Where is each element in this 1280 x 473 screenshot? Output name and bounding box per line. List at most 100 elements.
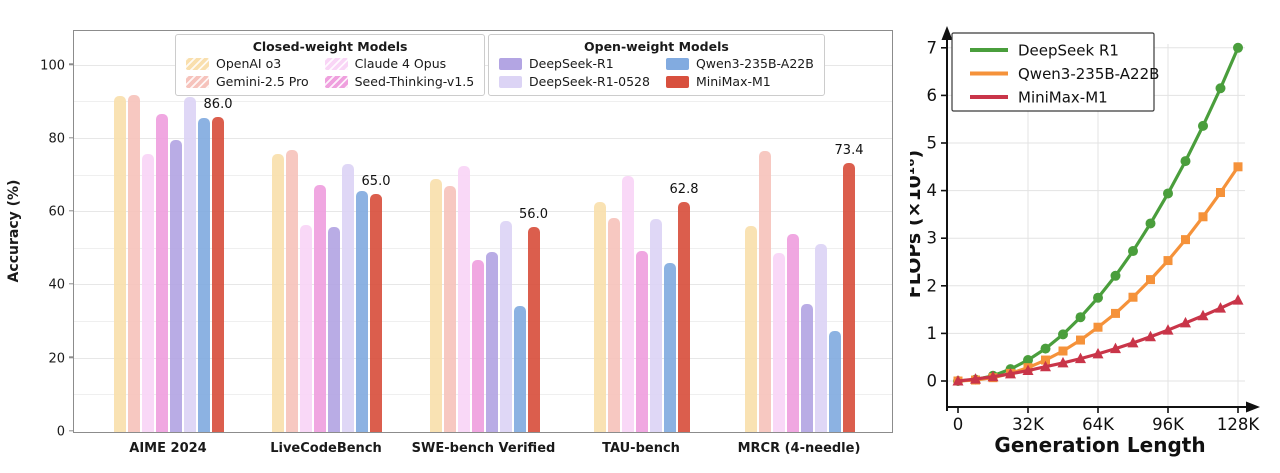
bar-deepseek-r1 xyxy=(801,303,813,432)
bar-group-livecodebench xyxy=(272,149,382,432)
bar-minimax-m1 xyxy=(678,201,690,432)
y-tick-label: 80 xyxy=(48,131,65,147)
bar-minimax-m1 xyxy=(212,116,224,432)
y-tick-mark xyxy=(69,63,74,65)
legend-entry-gemini-2-5-pro: Gemini-2.5 Pro xyxy=(186,74,309,89)
legend-entry-minimax-m1: MiniMax-M1 xyxy=(665,74,814,89)
y-tick-mark xyxy=(69,136,74,139)
bar-claude-4-opus xyxy=(300,224,312,432)
y-tick-label: 0 xyxy=(927,372,938,391)
legend-swatch-icon xyxy=(665,57,689,70)
legend-swatch-icon xyxy=(499,57,522,70)
bar-qwen3-235b-a22b xyxy=(198,118,210,432)
bar-claude-4-opus xyxy=(457,166,470,432)
bar-deepseek-r1 xyxy=(485,251,498,432)
y-tick-mark xyxy=(69,429,74,432)
bar-deepseek-r1-0528 xyxy=(499,220,512,432)
bar-group-aime-2024 xyxy=(114,94,224,432)
legend-swatch-icon xyxy=(665,75,689,88)
legend-entry-label: Seed-Thinking-v1.5 xyxy=(354,74,475,89)
bar-deepseek-r1-0528 xyxy=(815,244,827,432)
y-tick-label: 20 xyxy=(48,351,65,367)
x-tick-label: 32K xyxy=(1012,415,1045,434)
y-axis-arrow-icon xyxy=(941,26,953,40)
legend-closed-title: Closed-weight Models xyxy=(252,39,408,54)
legend-entry-label: Gemini-2.5 Pro xyxy=(216,74,309,89)
bar-gemini-2-5-pro xyxy=(286,149,298,432)
y-tick-label: 60 xyxy=(48,204,65,220)
legend-entry-label: MiniMax-M1 xyxy=(1018,89,1108,107)
gridline-y-50 xyxy=(74,247,892,249)
legend-swatch-icon xyxy=(186,57,209,70)
y-tick-label: 7 xyxy=(927,38,938,57)
legend-entry-label: DeepSeek R1 xyxy=(1018,42,1119,60)
bar-qwen3-235b-a22b xyxy=(513,305,526,432)
legend-closed-weight-models: Closed-weight Models OpenAI o3 Gemini-2.5… xyxy=(175,34,486,96)
line-chart: 0 32K 64K 96K 128K 0 1 2 3 4 5 6 7 DeepSeek R1 Qwen3-2… xyxy=(910,26,1260,457)
x-category-label: TAU-bench xyxy=(602,441,680,456)
y-tick-label: 100 xyxy=(40,58,65,74)
legend-entry-label: MiniMax-M1 xyxy=(695,74,771,89)
x-category-label: LiveCodeBench xyxy=(270,441,382,456)
y-tick-mark xyxy=(69,210,74,212)
y-tick-label: 40 xyxy=(48,277,65,293)
legend-swatch-icon xyxy=(324,57,348,70)
legend-entry-qwen3-235b-a22b: Qwen3-235B-A22B xyxy=(665,56,814,71)
bar-minimax-m1 xyxy=(843,163,855,432)
bar-gemini-2-5-pro xyxy=(128,94,140,432)
x-category-label: MRCR (4-needle) xyxy=(737,441,861,456)
bar-claude-4-opus xyxy=(773,252,785,432)
y-tick-mark xyxy=(69,356,74,359)
x-category-label: SWE-bench Verified xyxy=(411,441,556,456)
legend-entry-label: Qwen3-235B-A22B xyxy=(695,56,814,71)
bar-openai-o3 xyxy=(114,96,126,432)
bar-openai-o3 xyxy=(272,154,284,432)
bar-claude-4-opus xyxy=(622,175,634,432)
legend-closed-entries: OpenAI o3 Gemini-2.5 Pro Claude 4 Opus Seed… xyxy=(186,56,474,89)
bar-qwen3-235b-a22b xyxy=(829,330,841,432)
gridline-y-80 xyxy=(74,137,892,139)
legend-open-weight-models: Open-weight Models DeepSeek-R1 DeepSeek-R… xyxy=(488,34,825,96)
bar-chart-y-axis-label: Accuracy (%) xyxy=(6,179,22,283)
bar-deepseek-r1 xyxy=(170,139,182,432)
legend-entry-claude-4-opus: Claude 4 Opus xyxy=(324,56,475,71)
legend-entry-label: Claude 4 Opus xyxy=(354,56,447,71)
bar-group-swe-bench-verified xyxy=(429,166,540,432)
bar-deepseek-r1 xyxy=(328,227,340,432)
gridline-y-90 xyxy=(74,101,892,103)
legend-entry-label: DeepSeek-R1 xyxy=(529,56,614,71)
x-tick-label: 96K xyxy=(1152,415,1185,434)
value-label-73.4: 73.4 xyxy=(834,143,864,159)
legend-entry-deepseek-r1: DeepSeek-R1 xyxy=(499,56,650,71)
series-minimax-m1 xyxy=(952,294,1244,386)
y-tick-label: 2 xyxy=(927,276,938,295)
bar-group-tau-bench xyxy=(594,175,690,432)
y-tick-label: 6 xyxy=(927,86,938,105)
bar-seed-thinking-v1-5 xyxy=(787,234,799,432)
bar-seed-thinking-v1-5 xyxy=(471,259,484,432)
gridline-y-60 xyxy=(74,211,892,213)
gridline-y-70 xyxy=(74,174,892,176)
line-chart-legend: DeepSeek R1 Qwen3-235B-A22B MiniMax-M1 xyxy=(951,32,1159,112)
bar-chart-plot-area: 0 20 40 60 80 100 86.0 65.0 56.0 62.8 73.4 xyxy=(40,30,893,440)
y-tick-label: 5 xyxy=(927,134,938,153)
bar-openai-o3 xyxy=(594,202,606,432)
y-tick-label: 3 xyxy=(927,229,938,248)
bar-seed-thinking-v1-5 xyxy=(314,184,326,432)
x-tick-label: 0 xyxy=(953,415,964,434)
bar-openai-o3 xyxy=(429,178,442,432)
bar-gemini-2-5-pro xyxy=(608,218,620,432)
y-tick-label: 1 xyxy=(927,324,938,343)
legend-swatch-icon xyxy=(324,75,348,88)
bar-openai-o3 xyxy=(745,226,757,432)
legend-swatch-icon xyxy=(186,75,209,88)
legend-swatch-icon xyxy=(499,75,522,88)
bar-deepseek-r1-0528 xyxy=(342,164,354,432)
line-chart-y-axis-label: FLOPs (×10¹⁶) xyxy=(910,150,925,298)
value-label-65.0: 65.0 xyxy=(361,173,391,189)
bar-deepseek-r1-0528 xyxy=(650,219,662,432)
x-tick-label: 64K xyxy=(1082,415,1115,434)
legend-open-title: Open-weight Models xyxy=(584,39,729,54)
bar-seed-thinking-v1-5 xyxy=(636,251,648,432)
